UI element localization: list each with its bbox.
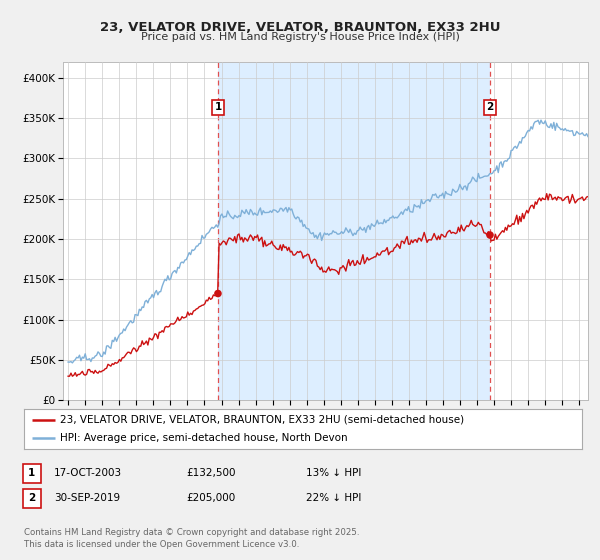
Text: HPI: Average price, semi-detached house, North Devon: HPI: Average price, semi-detached house,… bbox=[60, 433, 348, 443]
Text: 30-SEP-2019: 30-SEP-2019 bbox=[54, 493, 120, 503]
Text: 17-OCT-2003: 17-OCT-2003 bbox=[54, 468, 122, 478]
Text: £205,000: £205,000 bbox=[186, 493, 235, 503]
Bar bbox=[218, 62, 490, 400]
Text: Price paid vs. HM Land Registry's House Price Index (HPI): Price paid vs. HM Land Registry's House … bbox=[140, 32, 460, 43]
Text: 1: 1 bbox=[214, 102, 221, 113]
Text: 13% ↓ HPI: 13% ↓ HPI bbox=[306, 468, 361, 478]
Text: 1: 1 bbox=[28, 468, 35, 478]
Text: 22% ↓ HPI: 22% ↓ HPI bbox=[306, 493, 361, 503]
Text: Contains HM Land Registry data © Crown copyright and database right 2025.
This d: Contains HM Land Registry data © Crown c… bbox=[24, 528, 359, 549]
Text: 2: 2 bbox=[487, 102, 494, 113]
Text: 23, VELATOR DRIVE, VELATOR, BRAUNTON, EX33 2HU: 23, VELATOR DRIVE, VELATOR, BRAUNTON, EX… bbox=[100, 21, 500, 34]
Text: 23, VELATOR DRIVE, VELATOR, BRAUNTON, EX33 2HU (semi-detached house): 23, VELATOR DRIVE, VELATOR, BRAUNTON, EX… bbox=[60, 415, 464, 424]
Point bbox=[485, 231, 495, 240]
Text: £132,500: £132,500 bbox=[186, 468, 235, 478]
Text: 2: 2 bbox=[28, 493, 35, 503]
Point bbox=[213, 289, 223, 298]
